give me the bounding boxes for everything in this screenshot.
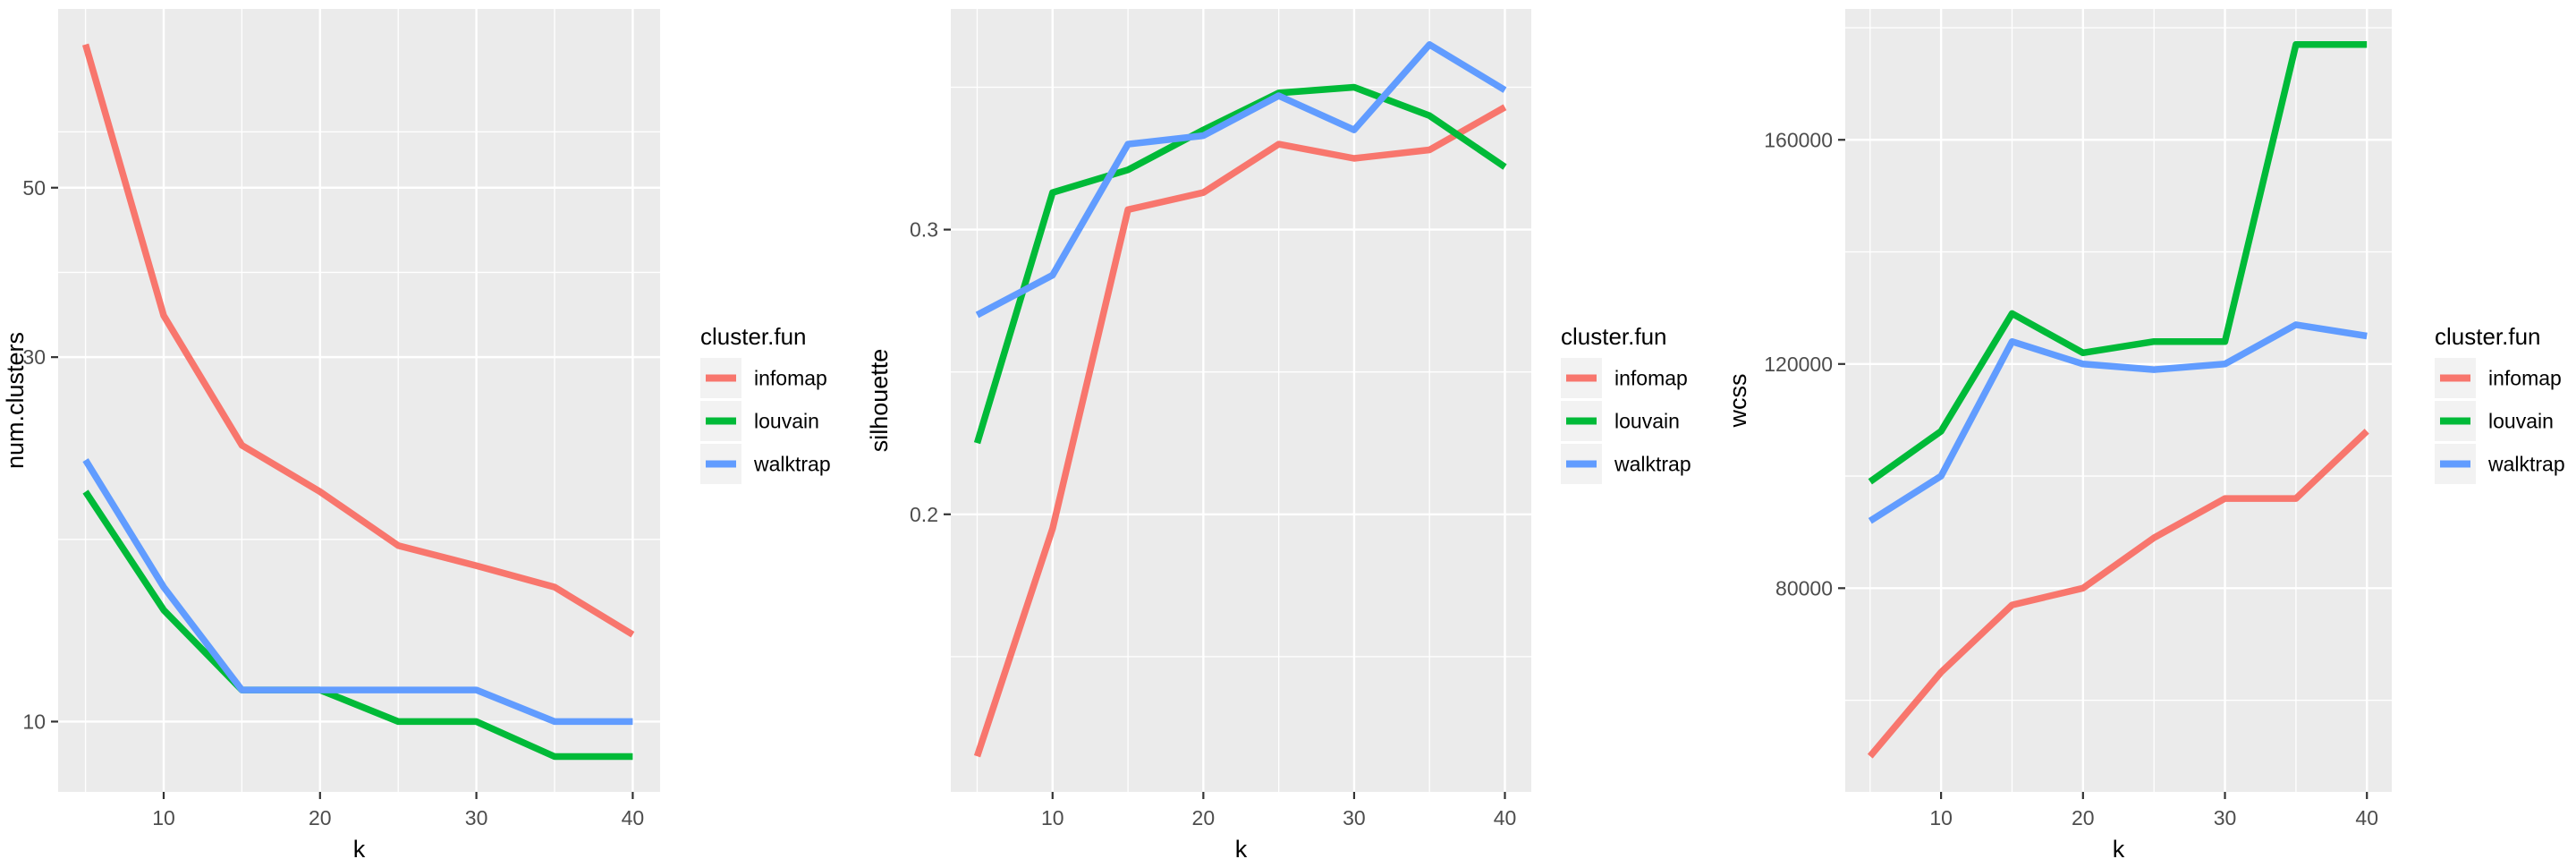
legend-label-louvain: louvain: [754, 410, 819, 433]
x-tick-label: 40: [2355, 806, 2378, 829]
num.clusters-infomap-line: [81, 43, 635, 638]
x-axis-title: k: [2113, 836, 2125, 859]
legend-label-infomap: infomap: [2488, 367, 2562, 390]
panel-background: [1845, 9, 2392, 792]
wcss-infomap-line: [1867, 429, 2369, 759]
legend-label-louvain: louvain: [1614, 410, 1680, 433]
x-tick-label: 10: [152, 806, 175, 829]
num.clusters-walktrap-line: [82, 458, 633, 726]
y-tick-label: 0.3: [910, 218, 938, 242]
tick-marks: [1838, 139, 2368, 799]
legend-title: cluster.fun: [700, 323, 807, 350]
chart-silhouette: 0.2 0.3 10 20 30 40 silhouette k cluster.fun info…: [866, 9, 1691, 859]
major-gridlines: [1845, 9, 2392, 792]
legend-cluster-fun: cluster.fun infomap louvain walktrap: [2435, 323, 2565, 484]
chart-wcss: 80000 120000 160000 10 20 30 40 wcss k cluster.fu…: [1724, 9, 2565, 859]
x-tick-label: 10: [1041, 806, 1064, 829]
legend-label-louvain: louvain: [2488, 410, 2554, 433]
major-gridlines: [951, 9, 1531, 792]
tick-marks: [944, 228, 1506, 799]
legend-title: cluster.fun: [1561, 323, 1667, 350]
y-axis-title: silhouette: [866, 349, 893, 453]
minor-gridlines: [951, 9, 1531, 792]
wcss-walktrap-line: [1868, 321, 2368, 524]
y-tick-label: 160000: [1764, 128, 1833, 151]
num.clusters-louvain-line: [82, 489, 633, 761]
legend-label-infomap: infomap: [1614, 367, 1688, 390]
legend-cluster-fun: cluster.fun infomap louvain walktrap: [700, 323, 831, 484]
x-tick-label: 10: [1929, 806, 1953, 829]
x-tick-label: 30: [465, 806, 488, 829]
x-tick-label: 20: [1192, 806, 1216, 829]
tick-marks: [51, 186, 634, 799]
y-tick-label: 120000: [1764, 353, 1833, 376]
wcss-louvain-line: [1868, 41, 2368, 485]
y-tick-label: 50: [22, 176, 46, 200]
x-axis-title: k: [353, 836, 366, 859]
y-tick-label: 30: [22, 345, 46, 369]
x-tick-label: 20: [2072, 806, 2095, 829]
x-tick-label: 30: [1343, 806, 1366, 829]
legend-label-walktrap: walktrap: [2487, 453, 2565, 476]
x-axis-title: k: [1235, 836, 1248, 859]
y-tick-label: 80000: [1775, 576, 1833, 600]
y-axis-title: num.clusters: [2, 332, 29, 469]
y-axis-title: wcss: [1724, 374, 1751, 429]
y-tick-label: 0.2: [910, 503, 938, 526]
chart-num.clusters: 10 30 50 10 20 30 40 num.clusters k cluster.fun in…: [2, 9, 831, 859]
x-tick-label: 30: [2214, 806, 2237, 829]
legend-label-infomap: infomap: [754, 367, 827, 390]
x-tick-label: 20: [309, 806, 332, 829]
panel-background: [58, 9, 660, 792]
panel-background: [951, 9, 1531, 792]
minor-gridlines: [58, 9, 660, 792]
silhouette-louvain-line: [973, 83, 1507, 445]
x-tick-label: 40: [1494, 806, 1517, 829]
silhouette-walktrap-line: [975, 41, 1507, 319]
major-gridlines: [58, 9, 660, 792]
legend-cluster-fun: cluster.fun infomap louvain walktrap: [1561, 323, 1691, 484]
legend-label-walktrap: walktrap: [753, 453, 831, 476]
legend-title: cluster.fun: [2435, 323, 2541, 350]
y-tick-label: 10: [22, 710, 46, 733]
legend-label-walktrap: walktrap: [1614, 453, 1691, 476]
x-tick-label: 40: [622, 806, 645, 829]
silhouette-infomap-line: [973, 104, 1507, 758]
